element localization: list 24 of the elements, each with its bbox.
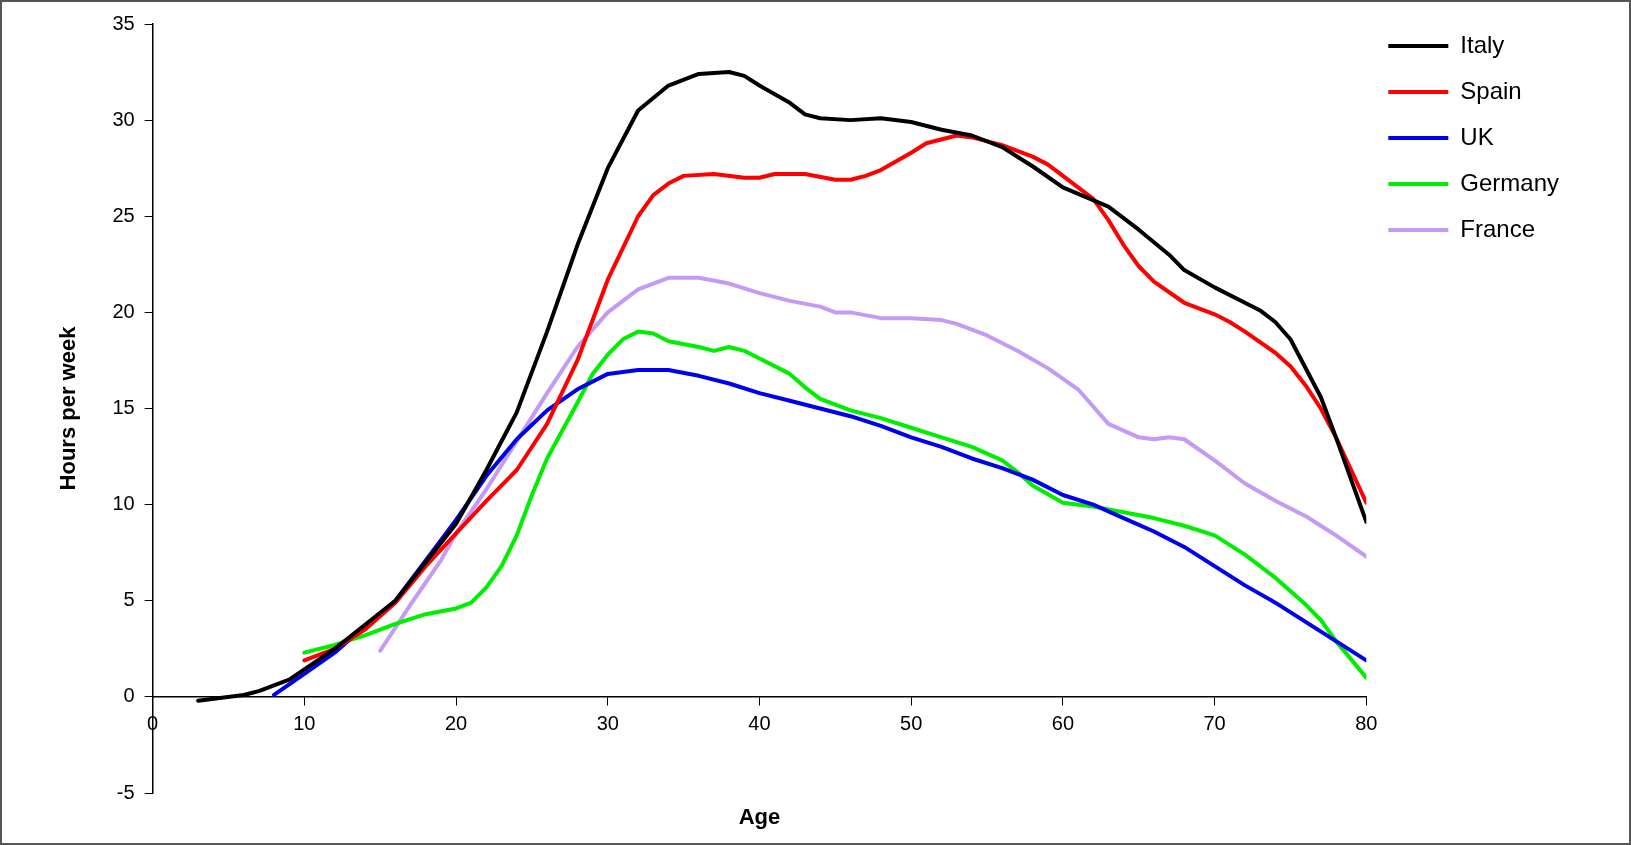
x-tick-label: 10: [293, 712, 316, 735]
x-tick-label: 20: [444, 712, 468, 735]
y-tick-label: 15: [112, 396, 135, 419]
x-tick-label: 30: [596, 712, 619, 735]
x-tick-label: 40: [748, 712, 771, 735]
y-tick-label: 30: [112, 107, 135, 130]
legend-label: UK: [1460, 122, 1494, 150]
y-tick-label: 25: [112, 203, 135, 226]
x-axis-title: Age: [738, 804, 781, 830]
x-tick-label: 50: [900, 712, 923, 735]
y-axis-title: Hours per week: [55, 325, 81, 491]
legend-label: France: [1460, 214, 1536, 242]
y-tick-label: 0: [123, 684, 135, 707]
y-tick-label: 20: [112, 299, 135, 322]
x-tick-label: 80: [1355, 712, 1378, 735]
legend-label: Spain: [1460, 76, 1522, 104]
y-tick-label: -5: [116, 780, 135, 803]
y-tick-label: 5: [123, 588, 135, 611]
legend-label: Italy: [1460, 30, 1505, 58]
y-tick-label: 10: [112, 492, 135, 515]
x-tick-label: 70: [1203, 712, 1226, 735]
x-tick-label: 60: [1051, 712, 1075, 735]
y-tick-label: 35: [112, 11, 135, 34]
legend-label: Germany: [1460, 168, 1560, 196]
